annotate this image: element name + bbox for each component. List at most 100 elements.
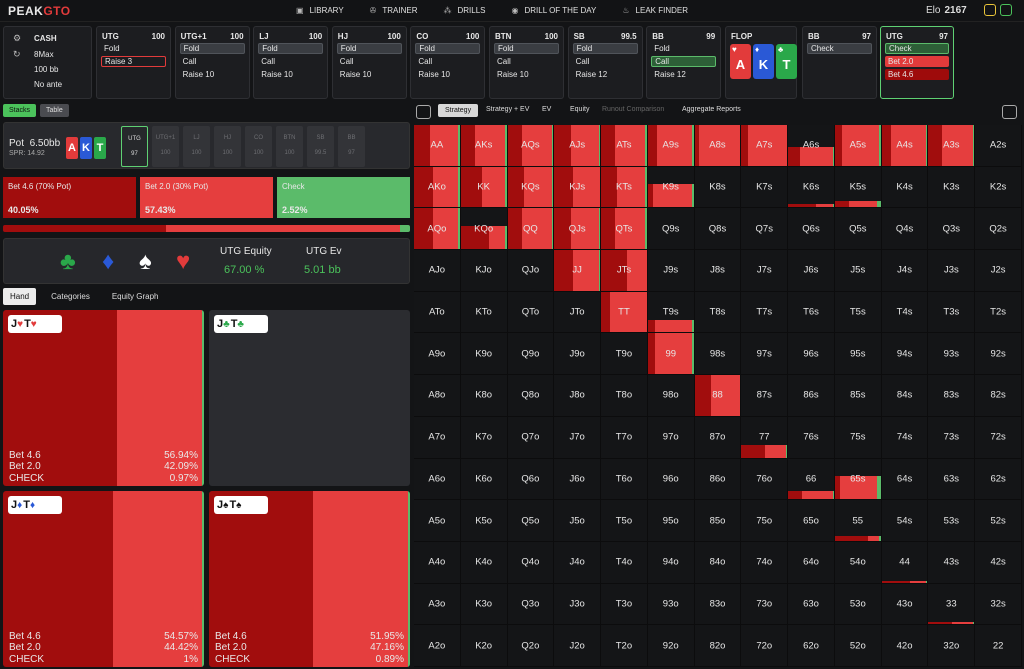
range-cell[interactable]: J7s [741,250,789,292]
hand-combo-cell[interactable]: J ♣ T ♣ [209,310,410,486]
range-cell[interactable]: K2s [975,166,1022,209]
player-stack-utg[interactable]: UTG 97 [121,126,148,167]
tab-equity-graph[interactable]: Equity Graph [111,292,159,301]
position-card-hj[interactable]: HJ 100 Fold Call Raise 10 [331,26,407,99]
action-fold[interactable]: Fold [179,43,245,54]
action-raise-12[interactable]: Raise 12 [575,70,608,79]
spade-icon[interactable]: ♠ [139,248,152,275]
range-cell[interactable]: J8s [694,250,742,292]
range-cell[interactable]: J2s [975,250,1022,292]
range-cell[interactable]: 22 [975,625,1022,667]
range-cell[interactable]: A8s [694,125,742,167]
range-cell[interactable]: K6s [788,166,835,209]
action-fold[interactable]: Fold [336,43,402,54]
range-cell[interactable]: J8o [554,375,602,417]
range-cell[interactable]: T6o [601,458,648,501]
range-cell[interactable]: J5o [554,500,602,542]
range-cell[interactable]: 93o [647,583,695,626]
range-cell[interactable]: Q8o [507,375,555,417]
range-cell[interactable]: T8o [601,375,648,417]
range-cell[interactable]: Q4s [881,208,929,251]
range-cell[interactable]: Q2s [975,208,1022,251]
nav-drills[interactable]: ⁂ DRILLS [443,6,485,15]
range-cell[interactable]: 62s [975,458,1022,501]
range-cell[interactable]: 84o [694,541,742,584]
position-card-co[interactable]: CO 100 Fold Call Raise 10 [410,26,486,99]
range-cell[interactable]: K4s [881,166,929,209]
range-cell[interactable]: 54s [881,500,929,542]
action-call[interactable]: Call [261,57,275,66]
gear-icon[interactable]: ⚙ [13,33,22,43]
range-cell[interactable]: KJo [460,250,508,292]
range-cell[interactable]: 53s [928,500,976,542]
range-cell[interactable]: 75o [741,500,789,542]
tab-strategy-ev[interactable]: Strategy + EV [486,106,530,113]
range-cell[interactable]: 82o [694,625,742,667]
range-cell[interactable]: J3o [554,583,602,626]
tab-aggregate-reports[interactable]: Aggregate Reports [682,106,741,113]
range-cell[interactable]: J9s [647,250,695,292]
range-cell[interactable]: 53o [834,583,882,626]
range-cell[interactable]: 86o [694,458,742,501]
range-cell[interactable]: 87o [694,416,742,459]
range-cell[interactable]: T5o [601,500,648,542]
range-cell[interactable]: Q7o [507,416,555,459]
table-toggle[interactable]: Table [40,104,69,117]
range-cell[interactable]: 99 [647,333,695,376]
range-cell[interactable]: ATs [601,125,648,167]
player-stack-bb[interactable]: BB 97 [338,126,365,167]
action-summary-2[interactable]: Check 2.52% [277,177,410,218]
range-cell[interactable]: T7o [601,416,648,459]
flop-card[interactable]: FLOP ♥ A ♦ K ♣ T [725,26,797,99]
range-cell[interactable]: J4s [881,250,929,292]
position-card-bb[interactable]: BB 99 Fold Call Raise 12 [646,26,722,99]
range-cell[interactable]: T4o [601,541,648,584]
range-cell[interactable]: K8s [694,166,742,209]
range-cell[interactable]: J5s [834,250,882,292]
range-cell[interactable]: 64s [881,458,929,501]
tab-equity[interactable]: Equity [570,106,590,113]
range-cell[interactable]: 97s [741,333,789,376]
diamond-icon[interactable]: ♦ [102,248,115,275]
range-cell[interactable]: J9o [554,333,602,376]
heart-icon[interactable]: ♥ [176,248,191,275]
chat-icon[interactable] [984,4,996,16]
range-cell[interactable]: A5o [414,500,461,542]
hand-combo-cell[interactable]: J ♥ T ♥ Bet 4.6 56.94% Bet 2.0 42.09% CHECK 0.97% [3,310,204,486]
range-cell[interactable]: JTs [601,250,648,292]
range-cell[interactable]: 96o [647,458,695,501]
range-cell[interactable]: Q9o [507,333,555,376]
action-raise-10[interactable]: Raise 10 [497,70,529,79]
range-cell[interactable]: Q5o [507,500,555,542]
range-cell[interactable]: 72s [975,416,1022,459]
range-cell[interactable]: A2s [975,125,1022,167]
range-cell[interactable]: K3o [460,583,508,626]
range-cell[interactable]: 94o [647,541,695,584]
range-cell[interactable]: 76s [788,416,835,459]
range-cell[interactable]: J6s [788,250,835,292]
tab-strategy[interactable]: Strategy [438,104,479,117]
range-cell[interactable]: 65o [788,500,835,542]
range-cell[interactable]: 43o [881,583,929,626]
range-cell[interactable]: 96s [788,333,835,376]
range-cell[interactable]: Q2o [507,625,555,667]
action-call[interactable]: Call [575,57,590,66]
nav-library[interactable]: ▣ LIBRARY [296,6,344,15]
nav-leak-finder[interactable]: ♨ LEAK FINDER [622,6,688,15]
range-cell[interactable]: T6s [788,291,835,334]
range-cell[interactable]: A4o [414,541,461,584]
range-cell[interactable]: 33 [928,583,976,626]
player-stack-sb[interactable]: SB 99.5 [307,126,334,167]
range-cell[interactable]: A9s [647,125,695,167]
range-cell[interactable]: A8o [414,375,461,417]
gamepad-icon[interactable] [1002,105,1017,119]
range-cell[interactable]: AA [414,125,461,167]
nav-trainer[interactable]: ✇ TRAINER [370,6,418,15]
range-cell[interactable]: 88 [694,375,742,417]
brand-logo[interactable]: PEAKGTO [8,4,71,18]
range-cell[interactable]: 54o [834,541,882,584]
range-cell[interactable]: T3o [601,583,648,626]
range-cell[interactable]: 82s [975,375,1022,417]
action-fold[interactable]: Fold [415,43,481,54]
range-cell[interactable]: 83s [928,375,976,417]
